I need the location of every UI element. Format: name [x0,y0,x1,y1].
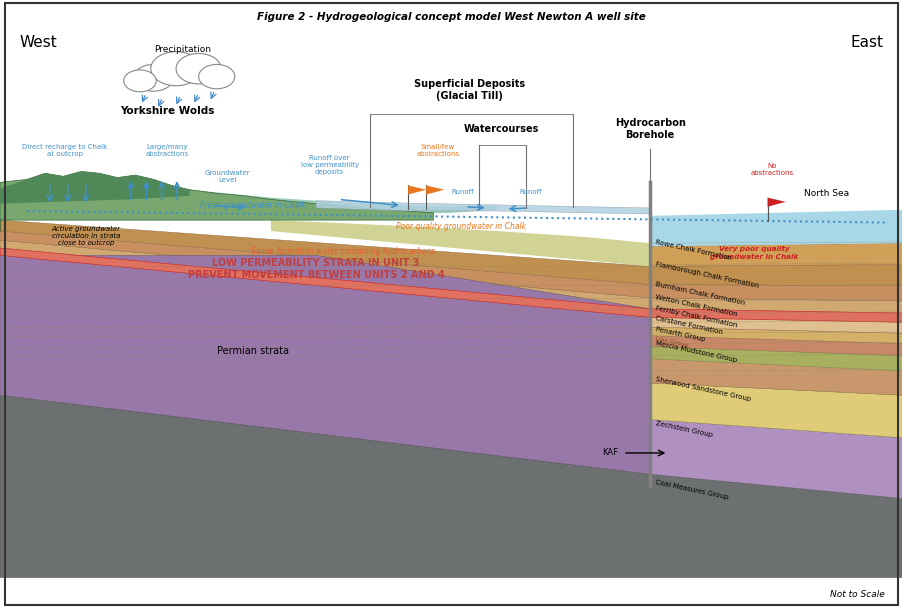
Text: Runoff: Runoff [519,188,542,195]
Circle shape [124,70,156,92]
Text: Figure 2 - Hydrogeological concept model West Newton A well site: Figure 2 - Hydrogeological concept model… [257,12,645,22]
Polygon shape [0,286,902,395]
Text: Ferriby Chalk Formation: Ferriby Chalk Formation [654,305,737,328]
Polygon shape [767,198,785,207]
Polygon shape [0,231,902,301]
Text: Rowe Chalk Formation: Rowe Chalk Formation [654,240,732,261]
Text: Penarth Group: Penarth Group [654,326,704,342]
Text: KAF: KAF [602,449,618,457]
Text: Carstone Formation: Carstone Formation [654,315,723,336]
Polygon shape [0,269,902,356]
Text: Not to Scale: Not to Scale [829,590,884,599]
Text: North Sea: North Sea [803,189,848,198]
Polygon shape [0,304,902,438]
Text: Poor quality groundwater in Chalk: Poor quality groundwater in Chalk [395,222,525,230]
Text: Yorkshire Wolds: Yorkshire Wolds [120,106,214,116]
Polygon shape [0,240,902,313]
Text: Hydrocarbon
Borehole: Hydrocarbon Borehole [614,118,685,140]
Text: Permian strata: Permian strata [216,347,289,356]
Polygon shape [0,171,189,204]
Polygon shape [426,185,444,195]
Polygon shape [0,263,902,344]
Text: Lias Group: Lias Group [654,336,688,348]
Text: Superficial Deposits
(Glacial Till): Superficial Deposits (Glacial Till) [413,79,525,101]
Polygon shape [0,248,902,322]
Text: Mercia Mudstone Group: Mercia Mudstone Group [654,340,736,363]
Text: Large/many
abstractions: Large/many abstractions [145,144,189,157]
Polygon shape [271,220,649,266]
Polygon shape [649,243,902,266]
Text: Burnham Chalk Formation: Burnham Chalk Formation [654,281,744,305]
Text: Small/few
abstractions: Small/few abstractions [416,144,459,157]
Text: Runoff over
low permeability
deposits: Runoff over low permeability deposits [300,156,358,175]
Polygon shape [0,340,902,499]
Text: Zechstein Group: Zechstein Group [654,420,712,438]
Text: Fresh groundwater in Chalk: Fresh groundwater in Chalk [200,201,305,210]
Text: Runoff: Runoff [450,188,474,195]
Text: Coal Measures Group: Coal Measures Group [654,478,728,500]
Text: LOW PERMEABILITY STRATA IN UNIT 3
PREVENT MOVEMENT BETWEEN UNITS 2 AND 4: LOW PERMEABILITY STRATA IN UNIT 3 PREVEN… [188,258,444,280]
Text: East: East [849,35,882,50]
Text: Very poor quality
groundwater in Chalk: Very poor quality groundwater in Chalk [709,246,797,260]
Circle shape [176,54,221,84]
Polygon shape [0,255,649,474]
Polygon shape [0,255,902,333]
Text: Saline formation water containing hydrocarbons: Saline formation water containing hydroc… [251,247,435,256]
Circle shape [133,64,173,91]
Polygon shape [408,185,426,195]
Text: Direct recharge to Chalk
at outcrop: Direct recharge to Chalk at outcrop [23,144,107,157]
Polygon shape [0,220,902,286]
Text: Watercourses: Watercourses [463,124,538,134]
Polygon shape [316,201,649,214]
Text: Welton Chalk Formation: Welton Chalk Formation [654,294,737,317]
Circle shape [151,52,201,86]
Text: Sherwood Sandstone Group: Sherwood Sandstone Group [654,376,750,402]
Text: Groundwater
Level: Groundwater Level [205,170,250,183]
Text: No
abstractions: No abstractions [750,162,793,176]
Text: West: West [20,35,58,50]
Polygon shape [0,171,433,231]
Text: Precipitation: Precipitation [153,46,211,54]
Text: Active groundwater
circulation in strata
close to outcrop: Active groundwater circulation in strata… [51,226,120,246]
Text: Flamborough Chalk Formation: Flamborough Chalk Formation [654,261,759,289]
Polygon shape [0,395,902,578]
Polygon shape [0,190,496,220]
Polygon shape [0,277,902,371]
Circle shape [198,64,235,89]
Polygon shape [649,210,902,246]
